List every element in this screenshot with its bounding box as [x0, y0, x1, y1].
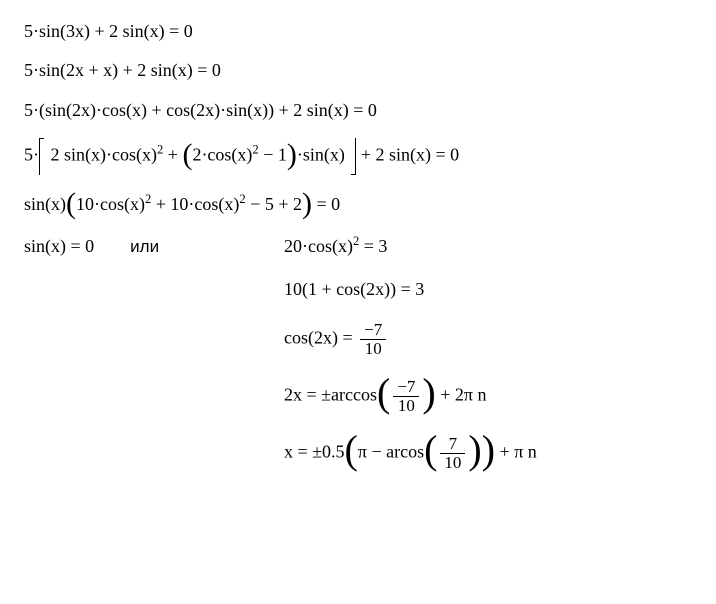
right-line-1: 20·cos(x)2 = 3 — [284, 235, 692, 258]
equation-line-1: 5·sin(3x) + 2 sin(x) = 0 — [24, 20, 692, 43]
case-sinx-zero: sin(x) = 0 — [24, 236, 94, 256]
or-word: или — [130, 237, 159, 256]
text: 20·cos(x) — [284, 236, 353, 256]
exponent: 2 — [157, 143, 163, 157]
text: = 0 — [312, 194, 340, 214]
text: 2·cos(x) — [192, 145, 252, 165]
text: sin(x) — [24, 194, 66, 214]
right-column: 20·cos(x)2 = 3 10(1 + cos(2x)) = 3 cos(2… — [284, 235, 692, 492]
denominator: 10 — [360, 340, 386, 358]
numerator: −7 — [360, 321, 386, 340]
right-line-3: cos(2x) = −710 — [284, 321, 692, 358]
text: cos(2x) = — [284, 328, 357, 348]
text: + 2 sin(x) = 0 — [356, 145, 459, 165]
text: 5· — [24, 145, 39, 165]
equation-line-2: 5·sin(2x + x) + 2 sin(x) = 0 — [24, 59, 692, 82]
denominator: 10 — [393, 397, 419, 415]
right-line-4: 2x = ±arccos(−710) + 2π n — [284, 378, 692, 415]
denominator: 10 — [440, 454, 465, 472]
text: ·sin(x) — [297, 145, 345, 165]
numerator: 7 — [440, 435, 465, 454]
fraction: −710 — [393, 378, 419, 415]
text: + π n — [495, 441, 537, 461]
numerator: −7 — [393, 378, 419, 397]
text: 2x = ±arccos — [284, 385, 377, 405]
right-line-5: x = ±0.5(π − arcos(710)) + π n — [284, 435, 692, 472]
fraction: 710 — [440, 435, 465, 472]
equation-line-4: 5· 2 sin(x)·cos(x)2 + (2·cos(x)2 − 1)·si… — [24, 138, 692, 175]
text: x = ±0.5 — [284, 441, 345, 461]
text: 10·cos(x) — [76, 194, 145, 214]
text: π − arcos — [358, 441, 424, 461]
equation-line-3: 5·(sin(2x)·cos(x) + cos(2x)·sin(x)) + 2 … — [24, 99, 692, 122]
text: 2 sin(x)·cos(x) — [51, 145, 157, 165]
text: + 10·cos(x) — [151, 194, 239, 214]
fraction: −710 — [360, 321, 386, 358]
text: + 2π n — [436, 385, 487, 405]
right-line-2: 10(1 + cos(2x)) = 3 — [284, 278, 692, 301]
equation-line-5: sin(x)(10·cos(x)2 + 10·cos(x)2 − 5 + 2) … — [24, 193, 692, 216]
left-bracket-icon — [39, 138, 44, 175]
text: = 3 — [359, 236, 387, 256]
text: + — [168, 145, 183, 165]
split-row: sin(x) = 0 или 20·cos(x)2 = 3 10(1 + cos… — [24, 235, 692, 492]
left-column: sin(x) = 0 или — [24, 235, 284, 258]
text: − 5 + 2 — [246, 194, 302, 214]
text: − 1 — [259, 145, 287, 165]
